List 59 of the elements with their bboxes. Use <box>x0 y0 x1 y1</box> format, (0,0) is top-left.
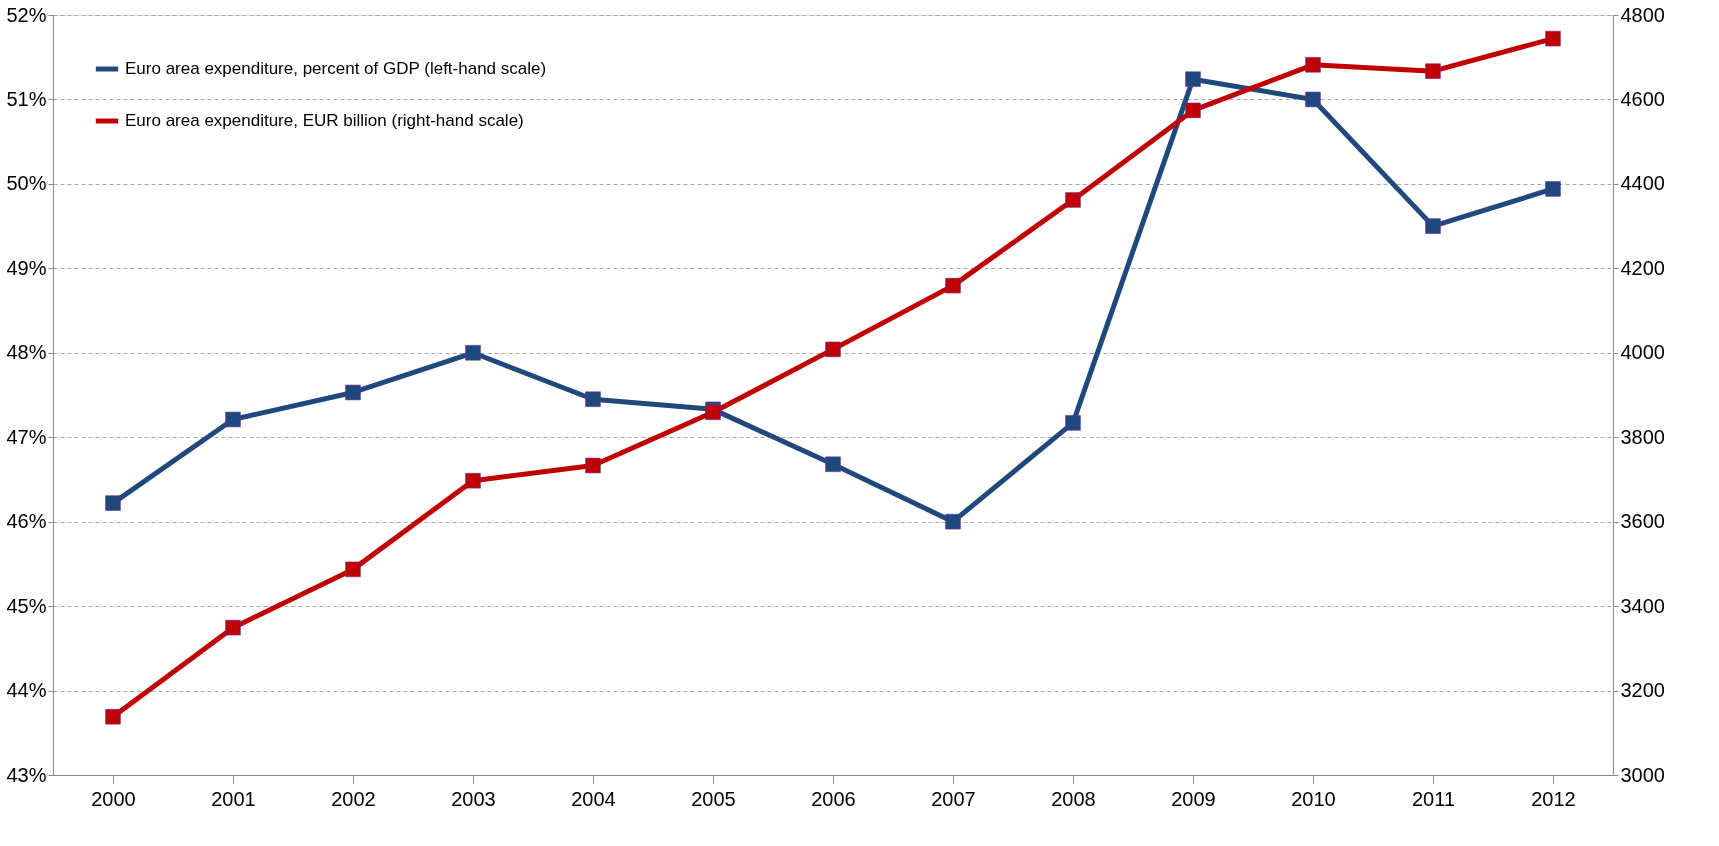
point <box>225 619 241 636</box>
x-tick-label: 2002 <box>331 787 376 810</box>
y-tick-label: 50% <box>6 172 47 195</box>
x-tick-label: 2005 <box>691 787 736 810</box>
y-tick-label: 44% <box>6 679 47 702</box>
y-tick-label: 43% <box>6 763 47 786</box>
point <box>585 391 601 407</box>
x-tick-label: 2008 <box>1051 787 1096 810</box>
x-tick-label: 2006 <box>811 787 856 810</box>
point <box>1425 218 1441 234</box>
x-tick-label: 2004 <box>571 787 616 810</box>
x-tick-label: 2011 <box>1411 787 1456 810</box>
y-tick-label: 46% <box>6 510 47 533</box>
x-tick-label: 2007 <box>931 787 976 810</box>
x-tick-label: 2010 <box>1291 787 1336 810</box>
point <box>945 513 961 530</box>
point <box>105 495 121 511</box>
point <box>225 411 241 428</box>
point <box>1425 63 1441 79</box>
y-tick-label: 48% <box>6 341 47 364</box>
point <box>1545 181 1561 197</box>
x-tick-label: 2000 <box>91 787 136 810</box>
x-tick-label: 2001 <box>211 787 256 810</box>
point <box>1065 415 1081 431</box>
point <box>1065 192 1081 208</box>
point <box>825 456 841 472</box>
y-tick-label: 45% <box>6 594 47 617</box>
point <box>585 457 601 474</box>
point <box>345 384 361 401</box>
point <box>105 709 121 725</box>
x-tick-label: 2012 <box>1531 787 1576 810</box>
point <box>825 341 841 358</box>
y-tick-label: 47% <box>6 425 47 448</box>
y-tick-label: 52% <box>6 3 47 26</box>
point <box>465 473 481 489</box>
point <box>1305 91 1321 108</box>
y2-tick-label: 4200 <box>1620 256 1665 279</box>
y-tick-label: 49% <box>6 256 47 279</box>
point <box>1185 102 1201 119</box>
legend-label: Euro area expenditure, percent of GDP (left-hand scale) <box>125 59 547 78</box>
y2-tick-label: 4000 <box>1620 341 1665 364</box>
point <box>1545 30 1561 47</box>
legend-label: Euro area expenditure, EUR billion (right-hand scale) <box>125 111 524 130</box>
point <box>1305 57 1321 73</box>
point <box>1185 71 1201 87</box>
y2-tick-label: 3000 <box>1620 763 1665 786</box>
y2-tick-label: 3600 <box>1620 510 1665 533</box>
point <box>345 561 361 578</box>
x-tick-label: 2009 <box>1171 787 1216 810</box>
point <box>945 277 961 294</box>
y2-tick-label: 4600 <box>1620 87 1665 110</box>
y2-tick-label: 3200 <box>1620 679 1665 702</box>
y2-tick-label: 4800 <box>1620 3 1665 26</box>
y2-tick-label: 3400 <box>1620 594 1665 617</box>
x-tick-label: 2003 <box>451 787 496 810</box>
y2-tick-label: 3800 <box>1620 425 1665 448</box>
y-tick-label: 51% <box>6 87 47 110</box>
y2-tick-label: 4400 <box>1620 172 1665 195</box>
point <box>465 345 481 361</box>
